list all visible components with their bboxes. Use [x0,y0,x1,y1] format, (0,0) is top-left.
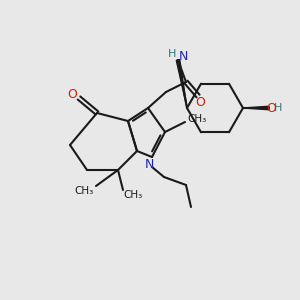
Text: N: N [144,158,154,172]
Text: O: O [67,88,77,100]
Text: H: H [168,49,176,59]
Text: CH₃: CH₃ [74,186,94,196]
Text: O: O [266,101,276,115]
Text: N: N [178,50,188,62]
Text: CH₃: CH₃ [123,190,142,200]
Text: O: O [195,97,205,110]
Text: CH₃: CH₃ [188,114,207,124]
Polygon shape [176,60,187,108]
Polygon shape [243,106,269,110]
Text: H: H [274,103,282,113]
